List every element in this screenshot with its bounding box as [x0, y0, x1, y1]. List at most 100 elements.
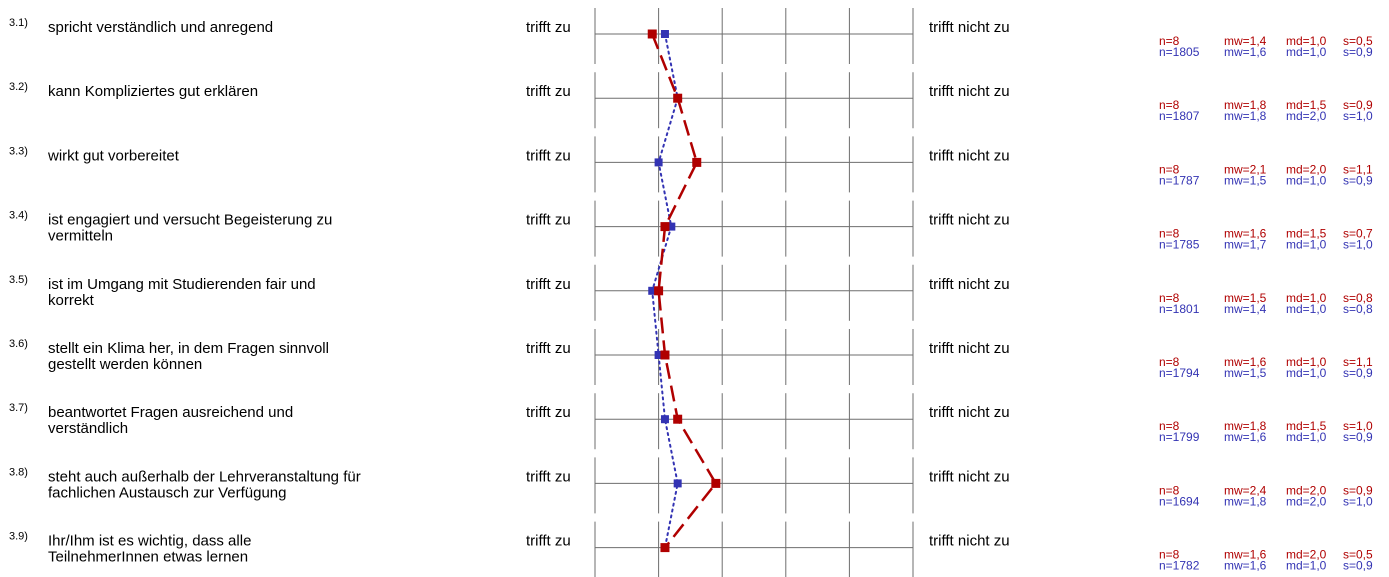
scale-right-label: trifft nicht zu [929, 83, 1010, 100]
stat-md-a: md=1,0 [1286, 34, 1327, 48]
stat-s-b: s=1,0 [1343, 109, 1373, 123]
scale-left-label: trifft zu [526, 147, 571, 164]
scale-right-label: trifft nicht zu [929, 533, 1010, 550]
stat-mw-a: mw=1,6 [1224, 227, 1267, 241]
stat-n-b: n=1794 [1159, 366, 1200, 380]
item-label: stellt ein Klima her, in dem Fragen sinn… [48, 340, 329, 357]
stat-mw-a: mw=2,1 [1224, 162, 1267, 176]
item-label: vermitteln [48, 228, 113, 245]
stat-s-a: s=0,5 [1343, 34, 1373, 48]
stat-n-b: n=1807 [1159, 109, 1200, 123]
item-label: beantwortet Fragen ausreichend und [48, 404, 293, 421]
stat-s-a: s=0,7 [1343, 227, 1373, 241]
item-number: 3.8) [9, 466, 28, 478]
stat-s-b: s=1,0 [1343, 238, 1373, 252]
scale-left-label: trifft zu [526, 533, 571, 550]
stat-n-b: n=1799 [1159, 430, 1200, 444]
item-number: 3.1) [9, 17, 28, 29]
item-label: ist engagiert und versucht Begeisterung … [48, 212, 332, 229]
stat-n-b: n=1801 [1159, 302, 1200, 316]
stat-n-a: n=8 [1159, 355, 1180, 369]
stat-n-b: n=1787 [1159, 173, 1200, 187]
series-a-point [660, 350, 670, 360]
scale-left-label: trifft zu [526, 19, 571, 36]
item-label: korrekt [48, 292, 95, 309]
stat-md-b: md=1,0 [1286, 302, 1327, 316]
scale-left-label: trifft zu [526, 340, 571, 357]
item-number: 3.9) [9, 531, 28, 543]
stat-md-b: md=1,0 [1286, 366, 1327, 380]
item-label: spricht verständlich und anregend [48, 19, 273, 36]
stat-mw-a: mw=1,6 [1224, 355, 1267, 369]
stat-md-a: md=1,5 [1286, 227, 1327, 241]
item-label: gestellt werden können [48, 356, 202, 373]
stat-n-a: n=8 [1159, 227, 1180, 241]
stat-s-a: s=0,5 [1343, 548, 1373, 562]
stat-s-b: s=0,9 [1343, 366, 1373, 380]
stat-s-a: s=0,9 [1343, 98, 1373, 112]
item-label: verständlich [48, 420, 128, 437]
stat-s-a: s=0,8 [1343, 291, 1373, 305]
stat-mw-b: mw=1,6 [1224, 45, 1267, 59]
item-label: wirkt gut vorbereitet [47, 147, 180, 164]
stat-n-a: n=8 [1159, 291, 1180, 305]
stat-md-b: md=1,0 [1286, 559, 1327, 573]
scale-left-label: trifft zu [526, 276, 571, 293]
stat-mw-a: mw=1,8 [1224, 98, 1267, 112]
scale-left-label: trifft zu [526, 83, 571, 100]
series-a-line [651, 33, 718, 549]
stat-mw-b: mw=1,5 [1224, 366, 1267, 380]
scale-left-label: trifft zu [526, 212, 571, 229]
stat-n-b: n=1805 [1159, 45, 1200, 59]
series-b-point [654, 351, 663, 359]
stat-md-a: md=2,0 [1286, 483, 1327, 497]
item-number: 3.4) [9, 210, 28, 222]
stat-mw-a: mw=1,8 [1224, 419, 1267, 433]
stat-mw-b: mw=1,8 [1224, 494, 1267, 508]
series-a-point [692, 157, 702, 167]
stat-n-b: n=1782 [1159, 559, 1200, 573]
stat-s-a: s=1,1 [1343, 162, 1373, 176]
stat-md-b: md=1,0 [1286, 430, 1327, 444]
stat-mw-a: mw=1,6 [1224, 548, 1267, 562]
series-a-point [673, 93, 683, 103]
stat-s-b: s=0,9 [1343, 559, 1373, 573]
stat-s-b: s=1,0 [1343, 494, 1373, 508]
item-number: 3.7) [9, 402, 28, 414]
stat-mw-b: mw=1,6 [1224, 430, 1267, 444]
stat-md-a: md=2,0 [1286, 162, 1327, 176]
series-a-point [711, 478, 721, 488]
series-a-point [673, 414, 683, 424]
series-b-point [660, 415, 669, 424]
scale-right-label: trifft nicht zu [929, 212, 1010, 229]
stat-s-a: s=0,9 [1343, 483, 1373, 497]
item-label: Ihr/Ihm ist es wichtig, dass alle [48, 533, 251, 550]
series-a-point [647, 29, 657, 39]
scale-right-label: trifft nicht zu [929, 19, 1010, 36]
item-number: 3.2) [9, 81, 28, 93]
stat-n-b: n=1694 [1159, 494, 1200, 508]
stat-n-a: n=8 [1159, 548, 1180, 562]
series-b-point [648, 286, 657, 295]
stat-s-b: s=0,9 [1343, 173, 1373, 187]
stat-md-b: md=2,0 [1286, 494, 1327, 508]
scale-right-label: trifft nicht zu [929, 468, 1010, 485]
item-number: 3.6) [9, 338, 28, 350]
stat-mw-b: mw=1,6 [1224, 559, 1267, 573]
scale-left-label: trifft zu [526, 404, 571, 421]
item-label: fachlichen Austausch zur Verfügung [48, 484, 287, 501]
stat-md-b: md=1,0 [1286, 45, 1327, 59]
stat-mw-a: mw=1,5 [1224, 291, 1267, 305]
grid [594, 8, 914, 577]
stat-mw-b: mw=1,4 [1224, 302, 1267, 316]
stat-n-a: n=8 [1159, 162, 1180, 176]
series-b-point [667, 222, 676, 231]
scale-right-label: trifft nicht zu [929, 147, 1010, 164]
stat-n-b: n=1785 [1159, 238, 1200, 252]
series-a-point [654, 286, 664, 296]
stat-md-a: md=1,5 [1286, 98, 1327, 112]
stat-s-b: s=0,9 [1343, 430, 1373, 444]
stat-md-a: md=2,0 [1286, 548, 1327, 562]
item-label: TeilnehmerInnen etwas lernen [48, 549, 248, 566]
stat-mw-b: mw=1,5 [1224, 173, 1267, 187]
